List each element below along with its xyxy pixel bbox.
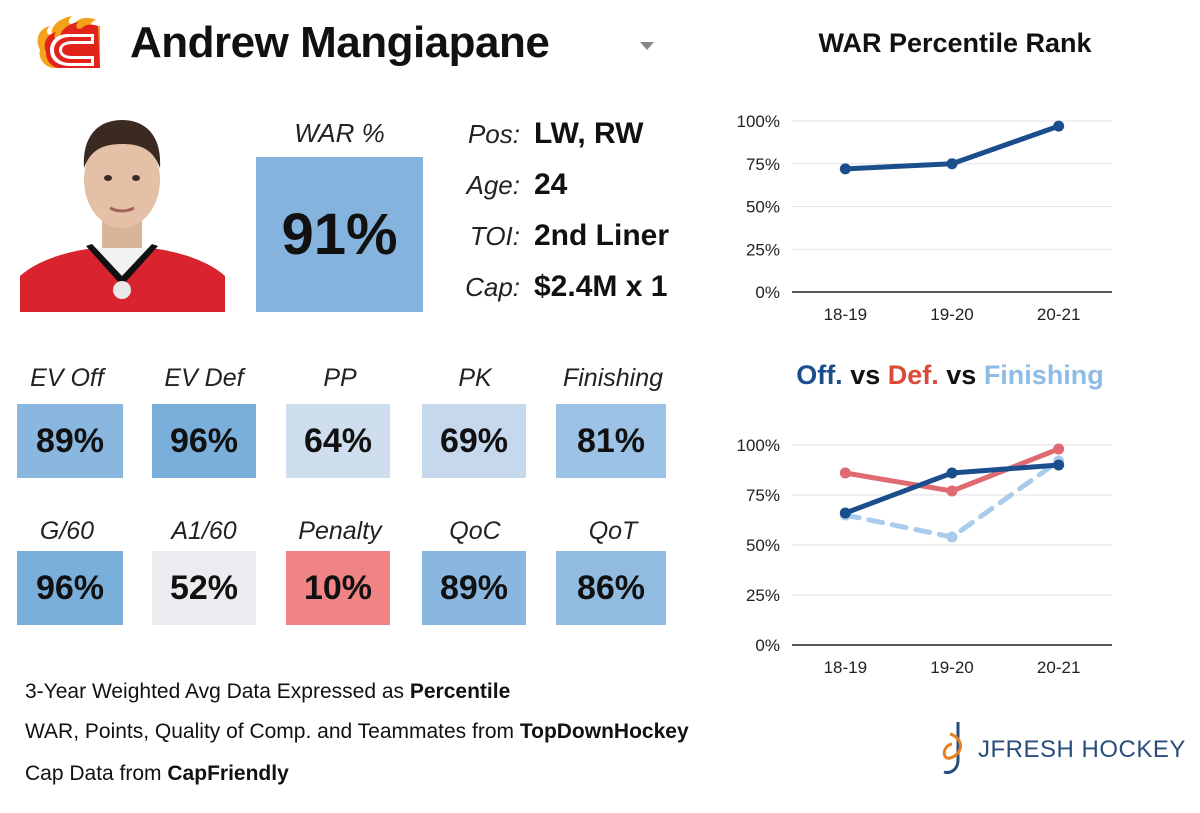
data-point — [839, 163, 851, 175]
jfresh-hockey-logo-icon — [940, 720, 970, 781]
data-point — [946, 158, 958, 170]
flames-c-logo-icon — [30, 12, 112, 80]
info-value: 2nd Liner — [534, 219, 670, 252]
y-tick-label: 25% — [746, 240, 780, 259]
chart-title-part: vs — [938, 360, 984, 390]
y-tick-label: 100% — [737, 436, 780, 455]
x-tick-label: 19-20 — [930, 305, 973, 324]
war-percentile-chart: 0% 25% 50% 75% 100% 18-19 19-20 20-21 — [737, 112, 1112, 324]
stat-box-a160: 52% — [152, 551, 256, 625]
stat-box-pp: 64% — [286, 404, 390, 478]
footnote-percentile: 3-Year Weighted Avg Data Expressed as Pe… — [25, 680, 510, 704]
y-tick-label: 75% — [746, 155, 780, 174]
chart-title-part: Off. — [796, 360, 843, 390]
stat-label-qoc: QoC — [449, 517, 501, 545]
stat-label-a160: A1/60 — [171, 517, 237, 545]
stat-box-ev-off: 89% — [17, 404, 123, 478]
stat-box-qoc: 89% — [422, 551, 526, 625]
y-tick-label: 0% — [755, 283, 780, 302]
data-point — [1053, 120, 1065, 132]
x-tick-label: 18-19 — [824, 305, 867, 324]
stat-label-qot: QoT — [588, 517, 638, 545]
data-point — [946, 467, 958, 479]
y-tick-label: 100% — [737, 112, 780, 131]
info-key: Age: — [466, 169, 521, 200]
stat-label-finishing: Finishing — [562, 364, 664, 392]
info-value: 24 — [534, 168, 568, 201]
chart-title-part: Finishing — [983, 360, 1104, 390]
stat-label-g60: G/60 — [39, 517, 95, 545]
footnote-bold: TopDownHockey — [519, 720, 689, 743]
player-photo — [20, 108, 225, 312]
stat-label-ev-off: EV Off — [30, 364, 104, 392]
stat-label-pp: PP — [323, 364, 357, 392]
data-point — [946, 531, 958, 543]
footnote-text: 3-Year Weighted Avg Data Expressed as — [25, 680, 410, 703]
chart-title-off-def-finishing: Off. vs Def. vs Finishing — [740, 360, 1160, 391]
stat-box-g60: 96% — [17, 551, 123, 625]
footnote-source: WAR, Points, Quality of Comp. and Teamma… — [25, 720, 689, 744]
y-tick-label: 0% — [755, 636, 780, 655]
footnote-bold: CapFriendly — [167, 762, 289, 785]
chart-title-part: Def. — [887, 360, 939, 390]
info-key: TOI: — [469, 220, 520, 251]
stat-box-penalty: 10% — [286, 551, 390, 625]
chart-title-war-rank: WAR Percentile Rank — [818, 28, 1092, 58]
brand: JFRESH HOCKEY — [940, 720, 1185, 781]
stat-label-penalty: Penalty — [298, 517, 382, 545]
x-tick-label: 18-19 — [824, 658, 867, 677]
y-tick-label: 75% — [746, 486, 780, 505]
info-row-toi: TOI: 2nd Liner — [440, 214, 669, 258]
info-row-position: Pos: LW, RW — [440, 112, 643, 156]
war-value-box: 91% — [256, 157, 423, 312]
info-key: Pos: — [467, 118, 520, 149]
x-tick-label: 20-21 — [1037, 305, 1080, 324]
stat-label-ev-def: EV Def — [164, 364, 244, 392]
footnote-bold: Percentile — [409, 680, 511, 703]
data-point — [839, 507, 851, 519]
brand-name: JFRESH HOCKEY — [978, 736, 1186, 763]
info-value: LW, RW — [534, 117, 644, 150]
data-point — [946, 485, 958, 497]
y-tick-label: 50% — [746, 198, 780, 217]
footnote-text: WAR, Points, Quality of Comp. and Teamma… — [25, 720, 520, 743]
data-point — [1053, 443, 1065, 455]
y-tick-label: 50% — [746, 536, 780, 555]
info-row-cap: Cap: $2.4M x 1 — [440, 265, 667, 309]
data-point — [1053, 459, 1065, 471]
player-name: Andrew Mangiapane — [130, 18, 550, 67]
stat-label-pk: PK — [458, 364, 492, 392]
off-def-finishing-chart: 0% 25% 50% 75% 100% 18-19 19-20 20-21 — [737, 436, 1112, 677]
y-tick-label: 25% — [746, 586, 780, 605]
footnote-text: Cap Data from — [25, 762, 168, 785]
stat-box-ev-def: 96% — [152, 404, 256, 478]
stat-box-pk: 69% — [422, 404, 526, 478]
info-key: Cap: — [465, 271, 520, 302]
footnote-cap: Cap Data from CapFriendly — [25, 762, 289, 786]
chart-title-part: vs — [842, 360, 888, 390]
war-label: WAR % — [294, 118, 385, 148]
x-tick-label: 20-21 — [1037, 658, 1080, 677]
data-point — [839, 467, 851, 479]
x-tick-label: 19-20 — [930, 658, 973, 677]
info-value: $2.4M x 1 — [534, 270, 668, 303]
player-select-dropdown-icon[interactable] — [640, 42, 654, 50]
stat-box-qot: 86% — [556, 551, 666, 625]
info-row-age: Age: 24 — [440, 163, 568, 207]
stat-box-finishing: 81% — [556, 404, 666, 478]
